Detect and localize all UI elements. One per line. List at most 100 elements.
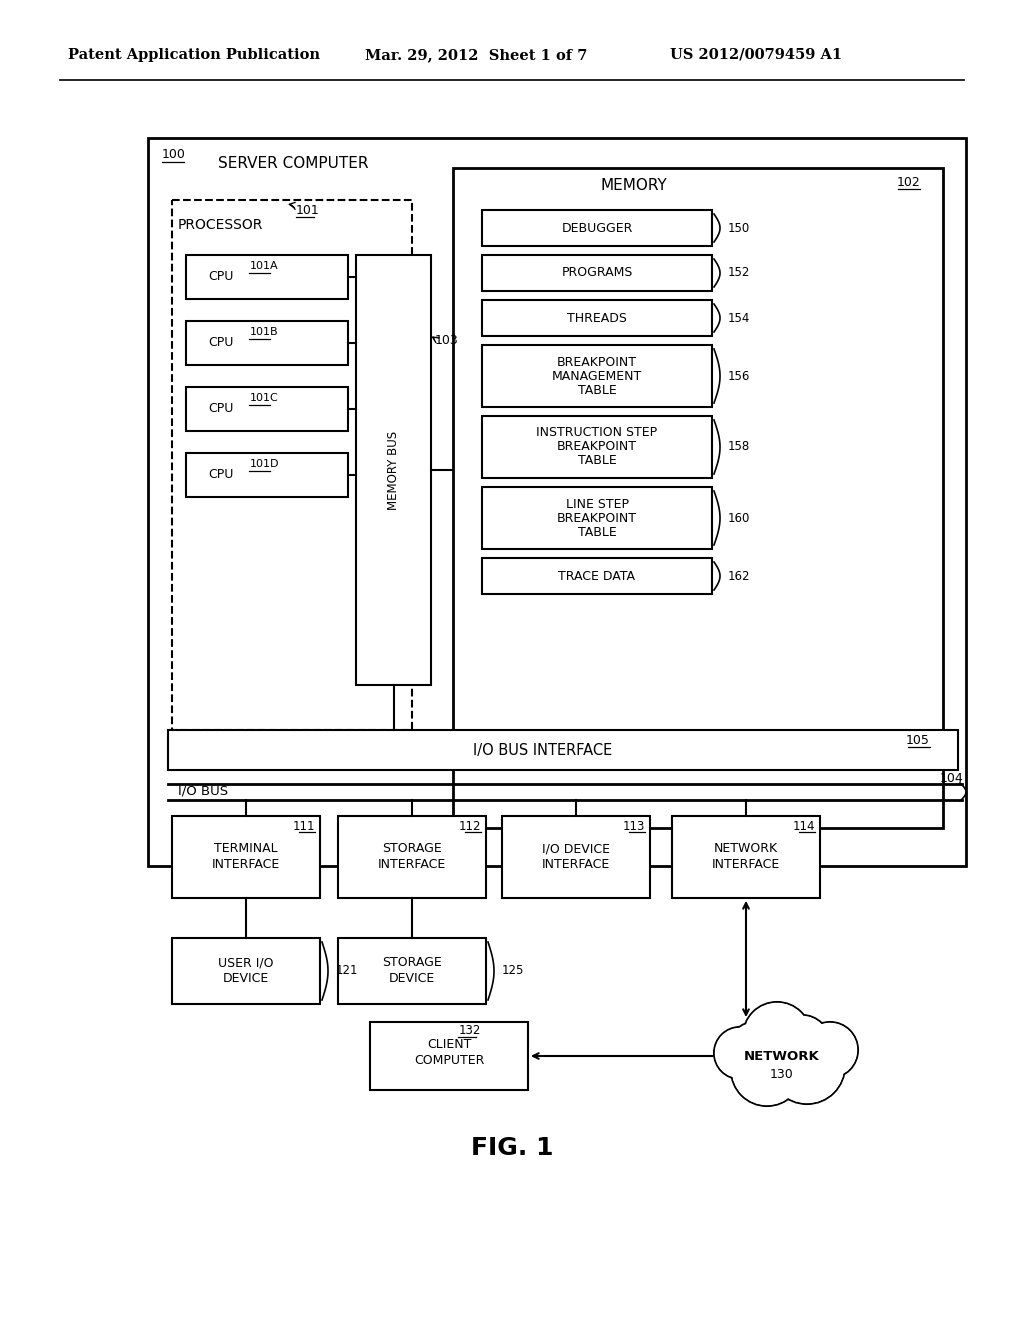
Circle shape bbox=[802, 1022, 858, 1078]
Text: TABLE: TABLE bbox=[578, 525, 616, 539]
Bar bbox=[186, 255, 348, 300]
Text: 113: 113 bbox=[623, 820, 645, 833]
Text: FIG. 1: FIG. 1 bbox=[471, 1137, 553, 1160]
Text: 102: 102 bbox=[896, 176, 920, 189]
Circle shape bbox=[730, 1022, 778, 1071]
Circle shape bbox=[774, 1015, 830, 1071]
Text: 162: 162 bbox=[728, 569, 751, 582]
Bar bbox=[482, 345, 712, 407]
Bar bbox=[502, 816, 650, 898]
Text: MANAGEMENT: MANAGEMENT bbox=[552, 370, 642, 383]
Text: 101C: 101C bbox=[250, 393, 279, 403]
Text: 101B: 101B bbox=[250, 327, 279, 337]
Text: NETWORK: NETWORK bbox=[744, 1049, 820, 1063]
Bar bbox=[482, 300, 712, 337]
Text: 100: 100 bbox=[162, 149, 186, 161]
Bar bbox=[482, 210, 712, 246]
Text: Mar. 29, 2012  Sheet 1 of 7: Mar. 29, 2012 Sheet 1 of 7 bbox=[365, 48, 588, 62]
Circle shape bbox=[731, 1034, 803, 1106]
Text: INSTRUCTION STEP: INSTRUCTION STEP bbox=[537, 426, 657, 440]
Text: 112: 112 bbox=[459, 820, 481, 833]
Text: 132: 132 bbox=[459, 1023, 481, 1036]
Text: TRACE DATA: TRACE DATA bbox=[558, 569, 636, 582]
Bar bbox=[172, 201, 412, 730]
Text: 105: 105 bbox=[906, 734, 930, 747]
Text: DEBUGGER: DEBUGGER bbox=[561, 222, 633, 235]
Text: NETWORK: NETWORK bbox=[714, 842, 778, 855]
Text: CPU: CPU bbox=[208, 271, 233, 284]
Circle shape bbox=[744, 1003, 810, 1068]
Text: DEVICE: DEVICE bbox=[223, 973, 269, 986]
Text: STORAGE: STORAGE bbox=[382, 842, 442, 855]
Text: I/O BUS: I/O BUS bbox=[178, 784, 228, 797]
Text: SERVER COMPUTER: SERVER COMPUTER bbox=[218, 156, 369, 170]
Circle shape bbox=[716, 1028, 765, 1077]
Text: 150: 150 bbox=[728, 222, 751, 235]
Text: 103: 103 bbox=[435, 334, 459, 346]
Text: INTERFACE: INTERFACE bbox=[542, 858, 610, 871]
Text: PROGRAMS: PROGRAMS bbox=[561, 267, 633, 280]
Text: I/O DEVICE: I/O DEVICE bbox=[542, 842, 610, 855]
Bar bbox=[453, 168, 943, 828]
Text: INTERFACE: INTERFACE bbox=[712, 858, 780, 871]
Bar bbox=[356, 255, 431, 685]
Bar bbox=[186, 387, 348, 432]
Text: INTERFACE: INTERFACE bbox=[378, 858, 446, 871]
Text: PROCESSOR: PROCESSOR bbox=[177, 218, 263, 232]
Text: DEVICE: DEVICE bbox=[389, 973, 435, 986]
Text: 121: 121 bbox=[336, 965, 358, 978]
Circle shape bbox=[804, 1023, 856, 1077]
Text: 101: 101 bbox=[296, 203, 319, 216]
Text: Patent Application Publication: Patent Application Publication bbox=[68, 48, 319, 62]
Text: 111: 111 bbox=[293, 820, 315, 833]
Text: TERMINAL: TERMINAL bbox=[214, 842, 278, 855]
Bar bbox=[482, 558, 712, 594]
Text: 104: 104 bbox=[940, 771, 964, 784]
Circle shape bbox=[731, 1023, 776, 1068]
Text: 125: 125 bbox=[502, 965, 524, 978]
Bar bbox=[148, 139, 966, 866]
Text: TABLE: TABLE bbox=[578, 454, 616, 467]
Circle shape bbox=[714, 1027, 766, 1078]
Text: MEMORY: MEMORY bbox=[600, 177, 667, 193]
Text: 101D: 101D bbox=[250, 459, 280, 469]
Text: THREADS: THREADS bbox=[567, 312, 627, 325]
Text: 156: 156 bbox=[728, 370, 751, 383]
Text: I/O BUS INTERFACE: I/O BUS INTERFACE bbox=[473, 742, 612, 758]
Circle shape bbox=[769, 1028, 845, 1104]
Bar bbox=[172, 939, 319, 1005]
Text: CPU: CPU bbox=[208, 403, 233, 416]
Circle shape bbox=[775, 1016, 828, 1069]
Text: 101A: 101A bbox=[250, 261, 279, 271]
Text: INTERFACE: INTERFACE bbox=[212, 858, 281, 871]
Text: COMPUTER: COMPUTER bbox=[414, 1053, 484, 1067]
Bar bbox=[172, 816, 319, 898]
Text: STORAGE: STORAGE bbox=[382, 957, 442, 969]
Bar bbox=[168, 730, 958, 770]
Text: USER I/O: USER I/O bbox=[218, 957, 273, 969]
Circle shape bbox=[732, 1035, 802, 1105]
Text: TABLE: TABLE bbox=[578, 384, 616, 396]
Bar bbox=[186, 321, 348, 366]
Text: BREAKPOINT: BREAKPOINT bbox=[557, 441, 637, 454]
Bar bbox=[370, 1022, 528, 1090]
Text: CPU: CPU bbox=[208, 469, 233, 482]
Text: CLIENT: CLIENT bbox=[427, 1038, 471, 1051]
Text: 160: 160 bbox=[728, 511, 751, 524]
Bar bbox=[338, 816, 486, 898]
Bar bbox=[482, 416, 712, 478]
Text: 152: 152 bbox=[728, 267, 751, 280]
Bar bbox=[338, 939, 486, 1005]
Text: 158: 158 bbox=[728, 441, 751, 454]
Text: 114: 114 bbox=[793, 820, 815, 833]
Circle shape bbox=[743, 1002, 811, 1071]
Text: 154: 154 bbox=[728, 312, 751, 325]
Text: US 2012/0079459 A1: US 2012/0079459 A1 bbox=[670, 48, 842, 62]
Bar bbox=[186, 453, 348, 498]
Text: CPU: CPU bbox=[208, 337, 233, 350]
Text: BREAKPOINT: BREAKPOINT bbox=[557, 355, 637, 368]
Bar bbox=[482, 487, 712, 549]
Text: BREAKPOINT: BREAKPOINT bbox=[557, 511, 637, 524]
Text: LINE STEP: LINE STEP bbox=[565, 498, 629, 511]
Bar bbox=[672, 816, 820, 898]
